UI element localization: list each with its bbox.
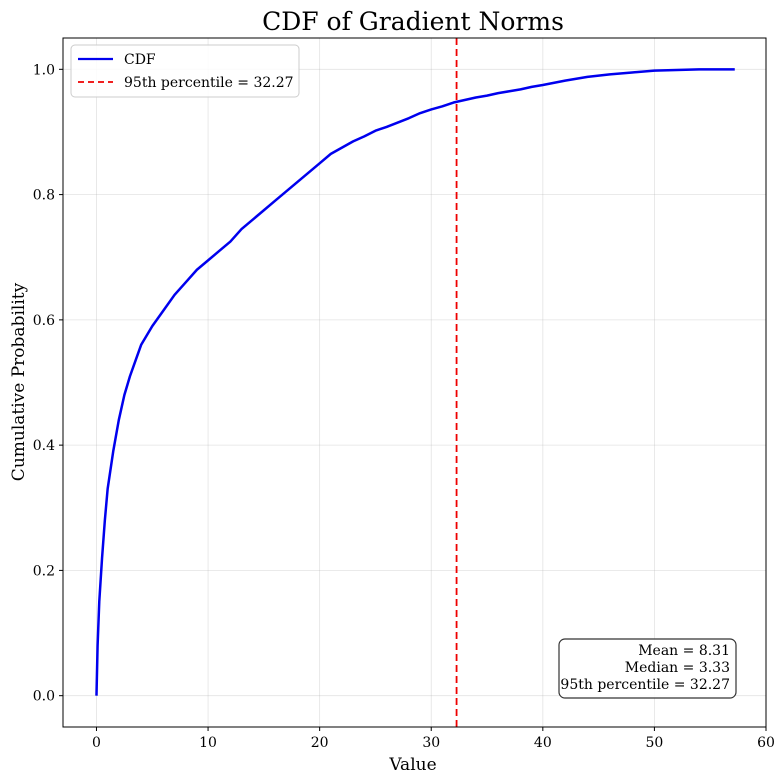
axes-frame [62,37,767,728]
stats-mean: Mean = 8.31 [638,643,730,659]
cdf-series-line [95,68,735,696]
legend-label-percentile: 95th percentile = 32.27 [124,75,294,91]
legend-frame [70,44,300,98]
legend-label-cdf: CDF [124,52,156,68]
x-tick-label: 30 [422,735,440,751]
x-tick-label: 20 [311,735,329,751]
x-tick-label: 60 [757,735,775,751]
x-tick-label: 0 [92,735,101,751]
y-axis-ticks: 0.0 0.2 0.4 0.6 0.8 1.0 [33,62,63,705]
chart-title: CDF of Gradient Norms [262,7,564,36]
y-tick-label: 1.0 [33,62,55,78]
x-axis-ticks: 0 10 20 30 40 50 60 [92,727,775,751]
plot-area [95,38,735,727]
stats-percentile: 95th percentile = 32.27 [560,677,730,693]
grid-lines [63,38,767,727]
stats-box-frame [558,638,737,699]
y-tick-label: 0.0 [33,689,55,705]
y-tick-label: 0.8 [33,188,55,204]
y-axis-title: Cumulative Probability [9,282,29,481]
x-axis-title: Value [388,755,436,775]
x-tick-label: 50 [645,735,663,751]
y-tick-label: 0.2 [33,563,55,579]
x-tick-label: 10 [199,735,217,751]
y-tick-label: 0.4 [33,438,55,454]
x-tick-label: 40 [534,735,552,751]
stats-median: Median = 3.33 [625,660,730,676]
legend: CDF 95th percentile = 32.27 [70,44,300,98]
y-tick-label: 0.6 [33,313,55,329]
stats-box: Mean = 8.31 Median = 3.33 95th percentil… [558,638,737,699]
